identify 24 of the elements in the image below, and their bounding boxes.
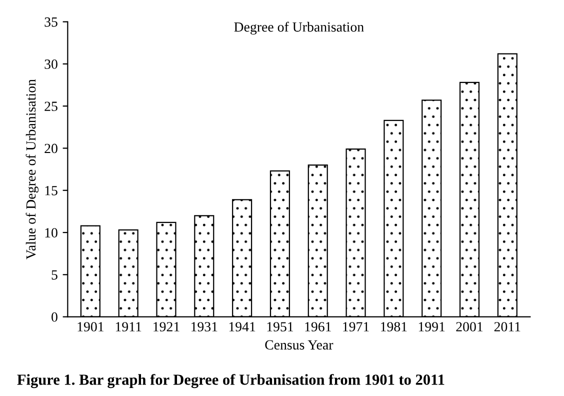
y-axis-title: Value of Degree of Urbanisation xyxy=(26,79,39,260)
x-axis-title: Census Year xyxy=(265,340,334,350)
x-tick-label: 1971 xyxy=(343,322,369,332)
x-tick-label: 2001 xyxy=(456,322,483,332)
y-tick-label: 15 xyxy=(45,186,58,196)
x-tick-label: 1921 xyxy=(154,322,180,332)
y-tick-label: 35 xyxy=(44,17,58,27)
y-tick-label: 25 xyxy=(44,102,58,112)
y-tick-label: 0 xyxy=(52,312,58,322)
y-tick-label: 10 xyxy=(45,228,58,238)
x-tick-label: 1981 xyxy=(381,322,407,332)
x-tick-label: 1901 xyxy=(78,322,104,332)
y-tick-label: 30 xyxy=(44,60,58,69)
x-tick-label: 2011 xyxy=(494,322,520,332)
x-tick-label: 1911 xyxy=(116,322,142,332)
y-tick-label: 5 xyxy=(52,270,58,280)
chart-title: Degree of Urbanisation xyxy=(234,22,364,35)
x-tick-label: 1931 xyxy=(191,322,218,332)
x-tick-label: 1951 xyxy=(267,322,294,332)
x-tick-label: 1961 xyxy=(305,322,331,332)
y-tick-label: 20 xyxy=(44,144,58,154)
x-tick-label: 1991 xyxy=(418,322,445,332)
caption: Figure 1. Bar graph for Degree of Urbanisation from 1901 to 2011 xyxy=(17,374,444,388)
x-tick-label: 1941 xyxy=(229,322,256,332)
